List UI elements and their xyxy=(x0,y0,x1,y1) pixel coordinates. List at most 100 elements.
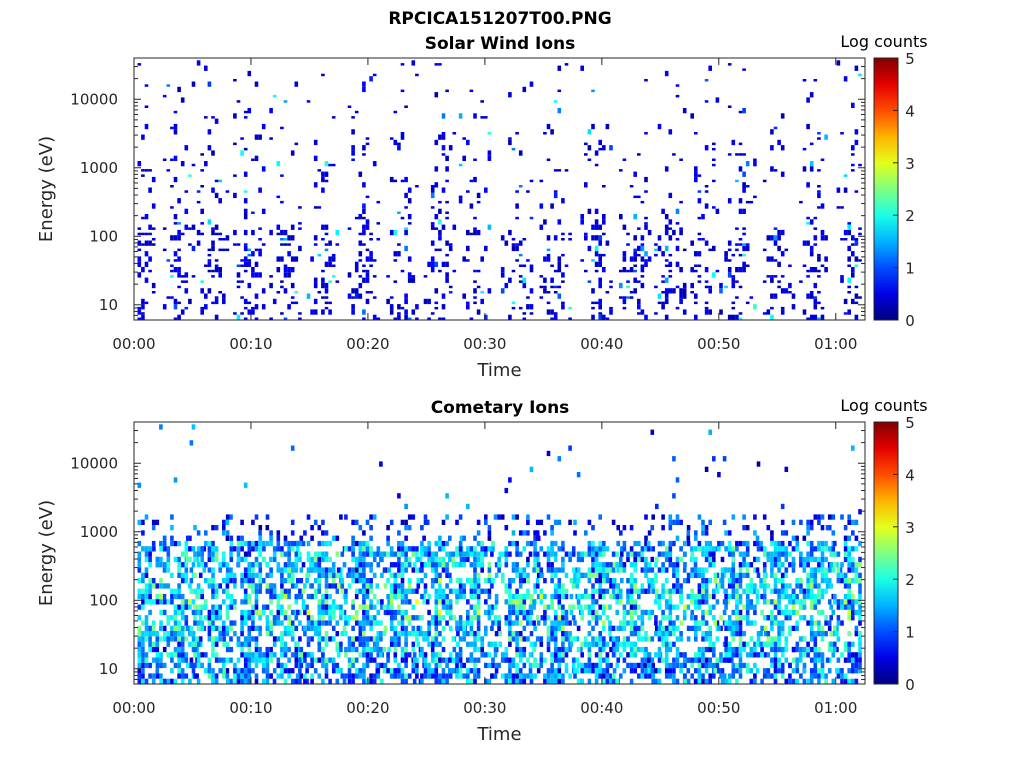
spectrogram-cell xyxy=(423,668,428,674)
spectrogram-cell xyxy=(173,304,178,310)
spectrogram-cell xyxy=(622,306,627,310)
spectrogram-cell xyxy=(347,668,352,674)
spectrogram-cell xyxy=(629,546,634,552)
spectrogram-cell xyxy=(500,288,505,294)
spectrogram-cell xyxy=(557,546,562,552)
spectrogram-cell xyxy=(151,203,156,209)
spectrogram-cell xyxy=(211,625,215,631)
spectrogram-cell xyxy=(494,668,499,674)
spectrogram-cell xyxy=(535,583,540,589)
spectrogram-cell xyxy=(416,641,421,647)
spectrogram-cell xyxy=(298,657,302,663)
spectrogram-cell xyxy=(298,588,302,594)
spectrogram-cell xyxy=(497,615,501,621)
spectrogram-cell xyxy=(335,631,340,637)
spectrogram-cell xyxy=(753,583,757,589)
spectrogram-cell xyxy=(272,652,277,658)
spectrogram-cell xyxy=(576,678,581,684)
spectrogram-cell xyxy=(200,232,204,236)
spectrogram-cell xyxy=(697,567,702,573)
spectrogram-cell xyxy=(137,636,142,642)
spectrogram-cell xyxy=(763,652,768,658)
spectrogram-cell xyxy=(806,317,810,320)
spectrogram-cell xyxy=(511,673,516,679)
spectrogram-cell xyxy=(817,625,821,631)
spectrogram-cell xyxy=(144,583,149,589)
spectrogram-cell xyxy=(820,578,825,584)
spectrogram-cell xyxy=(243,609,248,616)
spectrogram-cell xyxy=(833,551,837,557)
spectrogram-cell xyxy=(425,599,430,605)
y-tick-label: 100 xyxy=(89,227,118,245)
spectrogram-cell xyxy=(186,535,190,541)
spectrogram-cell xyxy=(170,599,174,605)
spectrogram-cell xyxy=(847,309,851,315)
spectrogram-cell xyxy=(400,609,405,616)
spectrogram-cell xyxy=(508,625,512,631)
spectrogram-cell xyxy=(448,578,453,584)
spectrogram-cell xyxy=(404,551,408,557)
spectrogram-cell xyxy=(397,593,401,600)
spectrogram-cell xyxy=(295,540,300,547)
spectrogram-cell xyxy=(236,243,241,246)
spectrogram-cell xyxy=(644,588,648,594)
spectrogram-cell xyxy=(672,588,676,594)
spectrogram-cell xyxy=(694,530,698,536)
spectrogram-cell xyxy=(694,599,698,605)
spectrogram-cell xyxy=(393,572,398,578)
spectrogram-cell xyxy=(760,646,764,653)
spectrogram-cell xyxy=(791,625,796,631)
spectrogram-cell xyxy=(633,631,637,637)
spectrogram-cell xyxy=(214,551,219,557)
spectrogram-cell xyxy=(809,219,814,225)
spectrogram-cell xyxy=(473,546,477,552)
spectrogram-cell xyxy=(858,636,862,642)
spectrogram-cell xyxy=(283,631,288,637)
spectrogram-cell xyxy=(269,540,273,547)
spectrogram-cell xyxy=(170,631,174,637)
spectrogram-cell xyxy=(189,625,194,631)
spectrogram-cell xyxy=(806,646,810,653)
spectrogram-cell xyxy=(661,291,665,294)
spectrogram-cell xyxy=(434,166,439,172)
spectrogram-cell xyxy=(738,317,743,320)
spectrogram-cell xyxy=(211,150,215,156)
spectrogram-cell xyxy=(362,551,366,557)
spectrogram-cell xyxy=(738,198,743,204)
spectrogram-cell xyxy=(189,567,194,573)
spectrogram-cell xyxy=(389,519,394,525)
spectrogram-cell xyxy=(313,551,318,557)
spectrogram-cell xyxy=(535,519,540,525)
spectrogram-cell xyxy=(193,641,197,647)
spectrogram-cell xyxy=(780,662,785,669)
spectrogram-cell xyxy=(602,572,606,578)
spectrogram-cell xyxy=(500,578,505,584)
spectrogram-cell xyxy=(434,139,439,146)
spectrogram-cell xyxy=(372,678,377,684)
spectrogram-cell xyxy=(672,668,676,674)
spectrogram-cell xyxy=(584,662,588,669)
spectrogram-cell xyxy=(222,673,226,679)
spectrogram-cell xyxy=(843,298,848,305)
spectrogram-cell xyxy=(423,657,428,663)
spectrogram-cell xyxy=(770,599,774,605)
spectrogram-cell xyxy=(317,525,322,531)
spectrogram-cell xyxy=(369,588,373,594)
spectrogram-cell xyxy=(679,200,683,204)
spectrogram-cell xyxy=(328,657,332,663)
spectrogram-cell xyxy=(427,641,431,647)
spectrogram-cell xyxy=(362,609,366,616)
spectrogram-cell xyxy=(820,567,825,573)
spectrogram-cell xyxy=(222,238,226,241)
spectrogram-cell xyxy=(738,253,743,257)
spectrogram-cell xyxy=(539,652,544,658)
spectrogram-cell xyxy=(594,150,599,156)
spectrogram-cell xyxy=(611,652,616,658)
spectrogram-cell xyxy=(310,567,314,573)
spectrogram-cell xyxy=(564,668,569,674)
spectrogram-cell xyxy=(522,609,527,616)
spectrogram-cell xyxy=(407,652,412,658)
spectrogram-cell xyxy=(557,604,562,610)
spectrogram-cell xyxy=(633,620,637,626)
spectrogram-cell xyxy=(584,604,588,610)
